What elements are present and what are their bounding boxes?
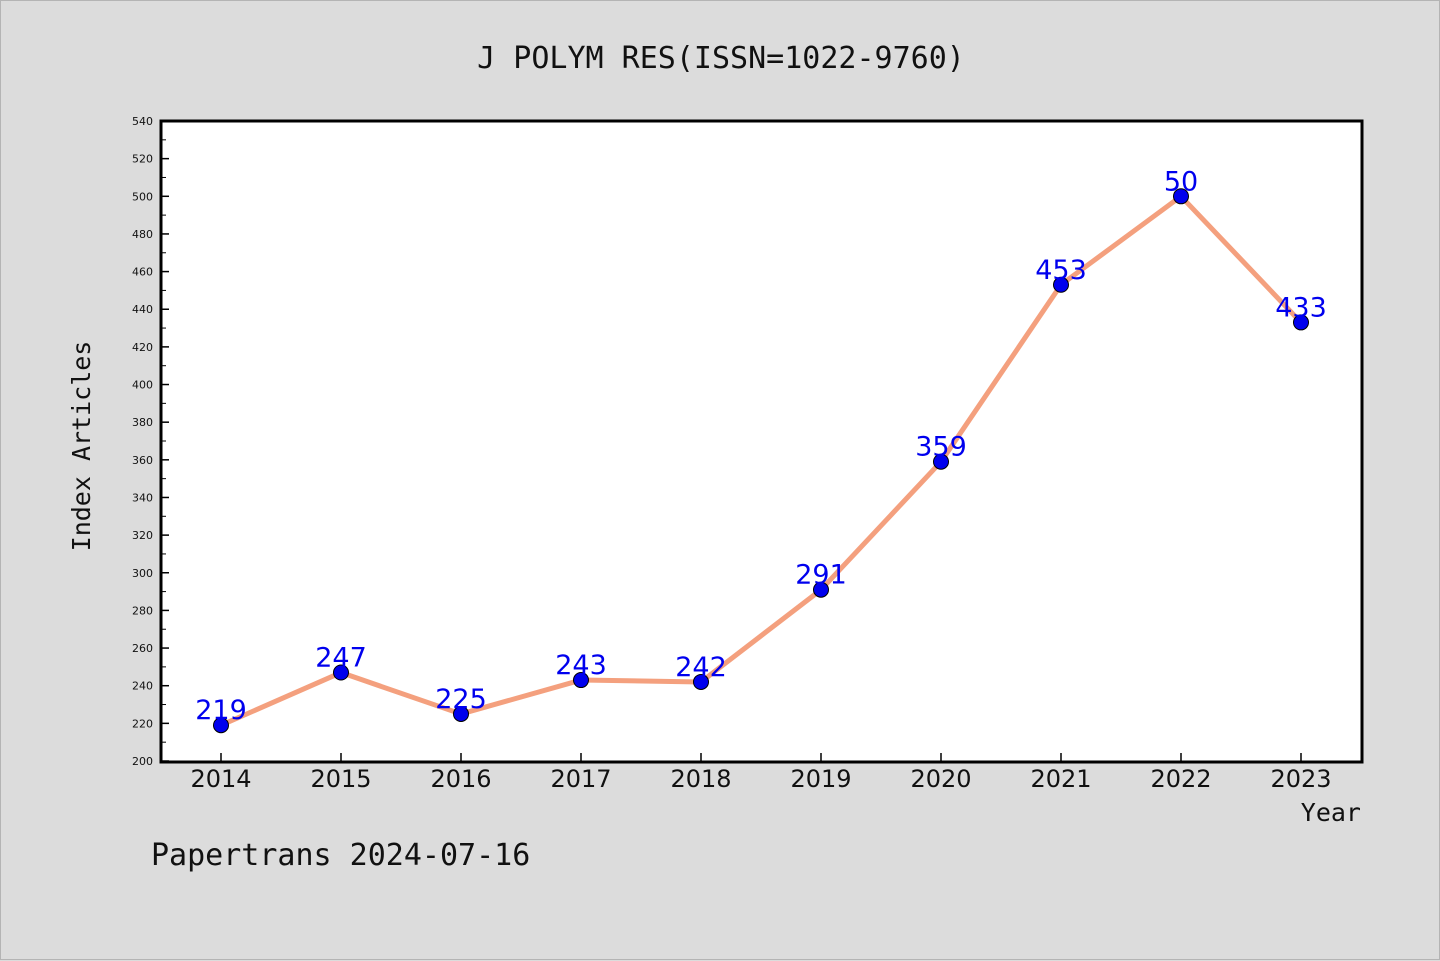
data-point (573, 672, 589, 689)
data-label: 219 (195, 695, 247, 726)
data-label: 359 (915, 432, 967, 463)
x-tick-label: 2016 (430, 765, 491, 793)
x-tick-label: 2019 (790, 765, 851, 793)
x-tick-label: 2014 (190, 765, 251, 793)
data-label: 242 (675, 652, 727, 683)
x-tick-label: 2018 (670, 765, 731, 793)
data-label: 243 (555, 650, 607, 681)
data-point (1173, 188, 1189, 205)
data-point (693, 673, 709, 690)
y-tick-label: 520 (132, 153, 153, 166)
data-point (933, 453, 949, 470)
x-tick-label: 2022 (1150, 765, 1211, 793)
x-tick-label: 2015 (310, 765, 371, 793)
data-point (813, 581, 829, 598)
y-tick-label: 340 (132, 491, 153, 504)
y-tick-label: 420 (132, 341, 153, 354)
chart-title: J POLYM RES(ISSN=1022-9760) (477, 41, 965, 76)
y-axis: 200 220 240 260 280 300 320 340 360 380 400 420 440 4… (132, 115, 169, 768)
y-tick-label: 240 (132, 680, 153, 693)
y-tick-label: 500 (132, 190, 153, 203)
y-tick-label: 280 (132, 604, 153, 617)
data-label: 225 (435, 684, 487, 715)
data-point (1293, 314, 1309, 331)
y-axis-label: Index Articles (67, 341, 96, 552)
y-tick-label: 380 (132, 416, 153, 429)
data-label: 433 (1275, 292, 1327, 323)
data-point (1053, 276, 1069, 293)
data-label: 291 (795, 560, 847, 591)
y-tick-label: 400 (132, 379, 153, 392)
x-tick-label: 2021 (1030, 765, 1091, 793)
y-tick-label: 480 (132, 228, 153, 241)
data-point (213, 717, 229, 734)
data-labels: 219 247 225 243 242 291 359 453 50 433 (195, 166, 1327, 726)
data-label: 453 (1035, 255, 1087, 286)
data-label: 247 (315, 643, 367, 674)
y-tick-label: 540 (132, 115, 153, 128)
plot-area (161, 121, 1362, 762)
data-point (453, 705, 469, 722)
x-tick-label: 2023 (1270, 765, 1331, 793)
y-tick-label: 440 (132, 303, 153, 316)
data-point (333, 664, 349, 681)
y-tick-label: 320 (132, 529, 153, 542)
y-tick-label: 260 (132, 642, 153, 655)
series-line (218, 193, 1304, 728)
x-axis: 2014 2015 2016 2017 2018 2019 2020 2021 2022 2023 (190, 753, 1332, 793)
x-tick-label: 2017 (550, 765, 611, 793)
data-label: 50 (1164, 166, 1198, 197)
y-tick-label: 300 (132, 567, 153, 580)
y-tick-label: 220 (132, 717, 153, 730)
x-axis-label: Year (1301, 798, 1361, 827)
x-tick-label: 2020 (910, 765, 971, 793)
footer-credit: Papertrans 2024-07-16 (151, 838, 530, 873)
y-tick-label: 460 (132, 266, 153, 279)
y-tick-label: 200 (132, 755, 153, 768)
data-points (213, 188, 1309, 734)
plot-frame (159, 119, 1364, 764)
y-tick-label: 360 (132, 454, 153, 467)
